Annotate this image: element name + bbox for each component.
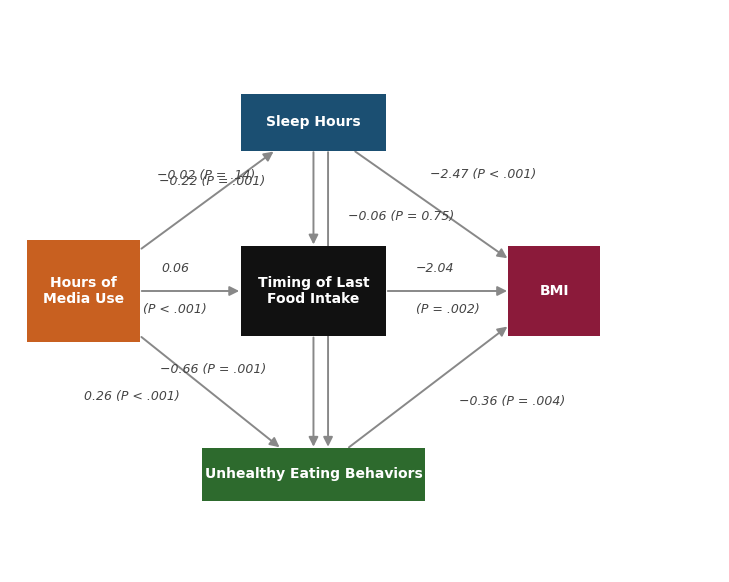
Text: 0.26 (P < .001): 0.26 (P < .001) — [84, 391, 179, 403]
Text: Sleep Hours: Sleep Hours — [266, 115, 361, 129]
Text: −2.47 (P < .001): −2.47 (P < .001) — [430, 168, 537, 181]
FancyBboxPatch shape — [202, 448, 424, 501]
Text: (P < .001): (P < .001) — [143, 303, 207, 316]
FancyBboxPatch shape — [28, 240, 140, 342]
Text: −0.22 (P = .001): −0.22 (P = .001) — [159, 175, 265, 188]
FancyBboxPatch shape — [241, 246, 386, 336]
Text: Unhealthy Eating Behaviors: Unhealthy Eating Behaviors — [205, 467, 422, 481]
Text: −0.06 (P = 0.75): −0.06 (P = 0.75) — [348, 210, 455, 223]
FancyBboxPatch shape — [509, 246, 599, 336]
FancyBboxPatch shape — [241, 94, 386, 151]
Text: 0.06: 0.06 — [161, 262, 189, 275]
Text: −0.36 (P = .004): −0.36 (P = .004) — [459, 395, 566, 408]
Text: −2.04: −2.04 — [416, 262, 454, 275]
Text: Timing of Last
Food Intake: Timing of Last Food Intake — [257, 276, 370, 306]
Text: −0.66 (P = .001): −0.66 (P = .001) — [160, 363, 266, 376]
Text: (P = .002): (P = .002) — [416, 303, 479, 316]
Text: Hours of
Media Use: Hours of Media Use — [43, 276, 125, 306]
Text: −0.02 (P = .14): −0.02 (P = .14) — [157, 169, 255, 182]
Text: BMI: BMI — [539, 284, 569, 298]
